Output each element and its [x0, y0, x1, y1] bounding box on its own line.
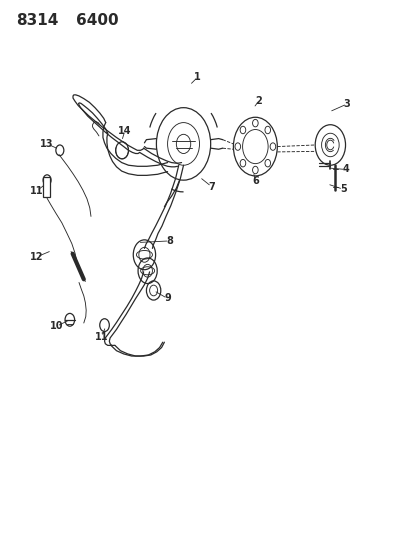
Text: 8: 8 — [166, 236, 173, 246]
Text: 7: 7 — [208, 182, 215, 191]
Text: 4: 4 — [343, 165, 349, 174]
Text: 12: 12 — [30, 252, 43, 262]
Text: 5: 5 — [340, 184, 346, 194]
Text: 9: 9 — [164, 294, 171, 303]
Text: 8314: 8314 — [16, 13, 58, 28]
Text: 2: 2 — [255, 96, 262, 106]
Text: 3: 3 — [344, 99, 350, 109]
Text: 14: 14 — [118, 126, 132, 135]
FancyBboxPatch shape — [43, 177, 50, 197]
Text: 6: 6 — [252, 176, 259, 186]
Text: 10: 10 — [50, 321, 63, 331]
Text: 11: 11 — [30, 186, 43, 196]
Text: 1: 1 — [194, 72, 201, 82]
Text: 6400: 6400 — [76, 13, 119, 28]
Text: 13: 13 — [40, 139, 54, 149]
Text: 11: 11 — [95, 332, 109, 342]
